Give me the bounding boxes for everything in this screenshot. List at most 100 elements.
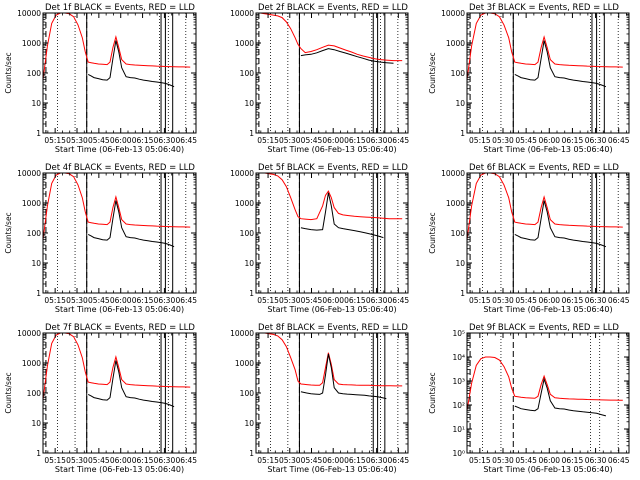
x-tick-label: 05:15 — [44, 136, 66, 145]
series-line-events — [300, 48, 394, 64]
y-tick-label: 100 — [27, 69, 42, 78]
chart-panel: Det 4f BLACK = Events, RED = LLD 1 10 100 10… — [4, 163, 197, 314]
x-tick-label: 05:15 — [44, 296, 66, 305]
x-tick-label: 06:00 — [538, 296, 560, 305]
y-tick-label: 1000 — [22, 359, 41, 368]
marker-lines — [45, 333, 187, 453]
y-tick-label: 1 — [249, 449, 254, 458]
y-tick-label: 1 — [36, 289, 41, 298]
series-line-events — [87, 360, 175, 408]
y-tick-label: 10000 — [17, 9, 41, 18]
marker-lines — [469, 13, 619, 133]
x-axis-label: Start Time (06-Feb-13 05:06:40) — [55, 305, 184, 314]
y-tick-label: 1 — [36, 449, 41, 458]
x-tick-label: 05:15 — [44, 456, 66, 465]
y-tick-label: 10 — [31, 99, 41, 108]
x-tick-label: 06:15 — [562, 296, 584, 305]
x-tick-label: 06:00 — [322, 296, 344, 305]
y-tick-label: 10⁰ — [452, 449, 465, 458]
y-tick-label: 10000 — [441, 9, 465, 18]
y-tick-label: 10 — [455, 259, 465, 268]
y-tick-label: 100 — [27, 229, 42, 238]
y-tick-label: 10 — [455, 99, 465, 108]
x-tick-label: 05:45 — [515, 296, 537, 305]
x-tick-label: 06:00 — [322, 136, 344, 145]
chart-panel: Det 2f BLACK = Events, RED = LLD 1 10 100 10… — [230, 3, 409, 154]
panel-title: Det 1f BLACK = Events, RED = LLD — [45, 3, 195, 13]
x-tick-label: 05:30 — [66, 296, 88, 305]
x-tick-label: 05:45 — [88, 456, 110, 465]
x-tick-label: 06:00 — [110, 136, 132, 145]
x-tick-label: 06:45 — [608, 456, 630, 465]
x-tick-label: 06:30 — [154, 136, 176, 145]
x-axis-label: Start Time (06-Feb-13 05:06:40) — [267, 305, 396, 314]
marker-lines — [45, 173, 187, 293]
panel-title: Det 7f BLACK = Events, RED = LLD — [45, 323, 195, 333]
x-axis-label: Start Time (06-Feb-13 05:06:40) — [55, 145, 184, 154]
chart-panel: Det 6f BLACK = Events, RED = LLD 1 10 100 10… — [428, 163, 630, 314]
x-tick-label: 06:15 — [344, 456, 366, 465]
y-tick-label: 10³ — [452, 377, 465, 386]
x-tick-label: 05:45 — [301, 296, 323, 305]
x-tick-label: 05:30 — [66, 136, 88, 145]
x-tick-label: 06:30 — [154, 456, 176, 465]
chart-panel: Det 7f BLACK = Events, RED = LLD 1 10 100 10… — [4, 323, 197, 474]
series-line-events — [514, 40, 607, 88]
y-tick-label: 100 — [27, 389, 42, 398]
series-line-lld — [467, 356, 623, 411]
y-tick-label: 10 — [244, 419, 254, 428]
y-tick-label: 10000 — [230, 169, 254, 178]
y-tick-label: 10000 — [441, 169, 465, 178]
x-tick-label: 06:30 — [585, 296, 607, 305]
x-tick-label: 06:30 — [366, 136, 388, 145]
y-tick-label: 1 — [460, 289, 465, 298]
series-line-events — [300, 353, 387, 400]
marker-lines — [258, 333, 399, 453]
x-tick-label: 06:45 — [608, 296, 630, 305]
y-tick-label: 10⁵ — [452, 329, 465, 338]
y-tick-label: 10000 — [17, 169, 41, 178]
x-tick-label: 05:15 — [257, 136, 279, 145]
y-tick-label: 10² — [452, 401, 465, 410]
x-tick-label: 05:45 — [301, 456, 323, 465]
x-tick-label: 05:30 — [279, 296, 301, 305]
x-axis-label: Start Time (06-Feb-13 05:06:40) — [483, 305, 612, 314]
x-tick-label: 06:30 — [366, 296, 388, 305]
y-tick-label: 1000 — [235, 39, 254, 48]
x-tick-label: 05:45 — [88, 296, 110, 305]
y-tick-label: 10 — [31, 419, 41, 428]
x-tick-label: 05:30 — [492, 136, 514, 145]
x-tick-label: 06:00 — [538, 456, 560, 465]
x-tick-label: 06:00 — [110, 456, 132, 465]
series-line-events — [514, 377, 607, 417]
x-axis-label: Start Time (06-Feb-13 05:06:40) — [55, 465, 184, 474]
x-tick-label: 06:30 — [366, 456, 388, 465]
x-tick-label: 06:45 — [175, 456, 197, 465]
x-tick-label: 06:00 — [110, 296, 132, 305]
x-tick-label: 05:30 — [279, 456, 301, 465]
x-tick-label: 06:30 — [585, 456, 607, 465]
x-tick-label: 06:00 — [322, 456, 344, 465]
y-tick-label: 1 — [36, 129, 41, 138]
chart-panel: Det 5f BLACK = Events, RED = LLD 1 10 100 10… — [230, 163, 409, 314]
y-tick-label: 1000 — [446, 199, 465, 208]
y-axis-label: Counts/sec — [428, 372, 437, 413]
y-tick-label: 1000 — [446, 39, 465, 48]
x-tick-label: 06:15 — [562, 136, 584, 145]
x-tick-label: 05:15 — [469, 136, 491, 145]
panel-title: Det 6f BLACK = Events, RED = LLD — [469, 163, 619, 173]
panel-title: Det 3f BLACK = Events, RED = LLD — [469, 3, 619, 13]
x-tick-label: 05:15 — [469, 456, 491, 465]
marker-lines — [469, 173, 619, 293]
x-tick-label: 05:30 — [492, 296, 514, 305]
x-tick-label: 05:45 — [88, 136, 110, 145]
panel-title: Det 5f BLACK = Events, RED = LLD — [258, 163, 408, 173]
x-tick-label: 06:15 — [132, 456, 154, 465]
panel-title: Det 9f BLACK = Events, RED = LLD — [469, 323, 619, 333]
y-tick-label: 100 — [240, 389, 255, 398]
y-tick-label: 100 — [240, 229, 255, 238]
x-tick-label: 06:45 — [608, 136, 630, 145]
y-tick-label: 10¹ — [452, 425, 465, 434]
y-tick-label: 1000 — [235, 359, 254, 368]
y-tick-label: 10 — [244, 99, 254, 108]
